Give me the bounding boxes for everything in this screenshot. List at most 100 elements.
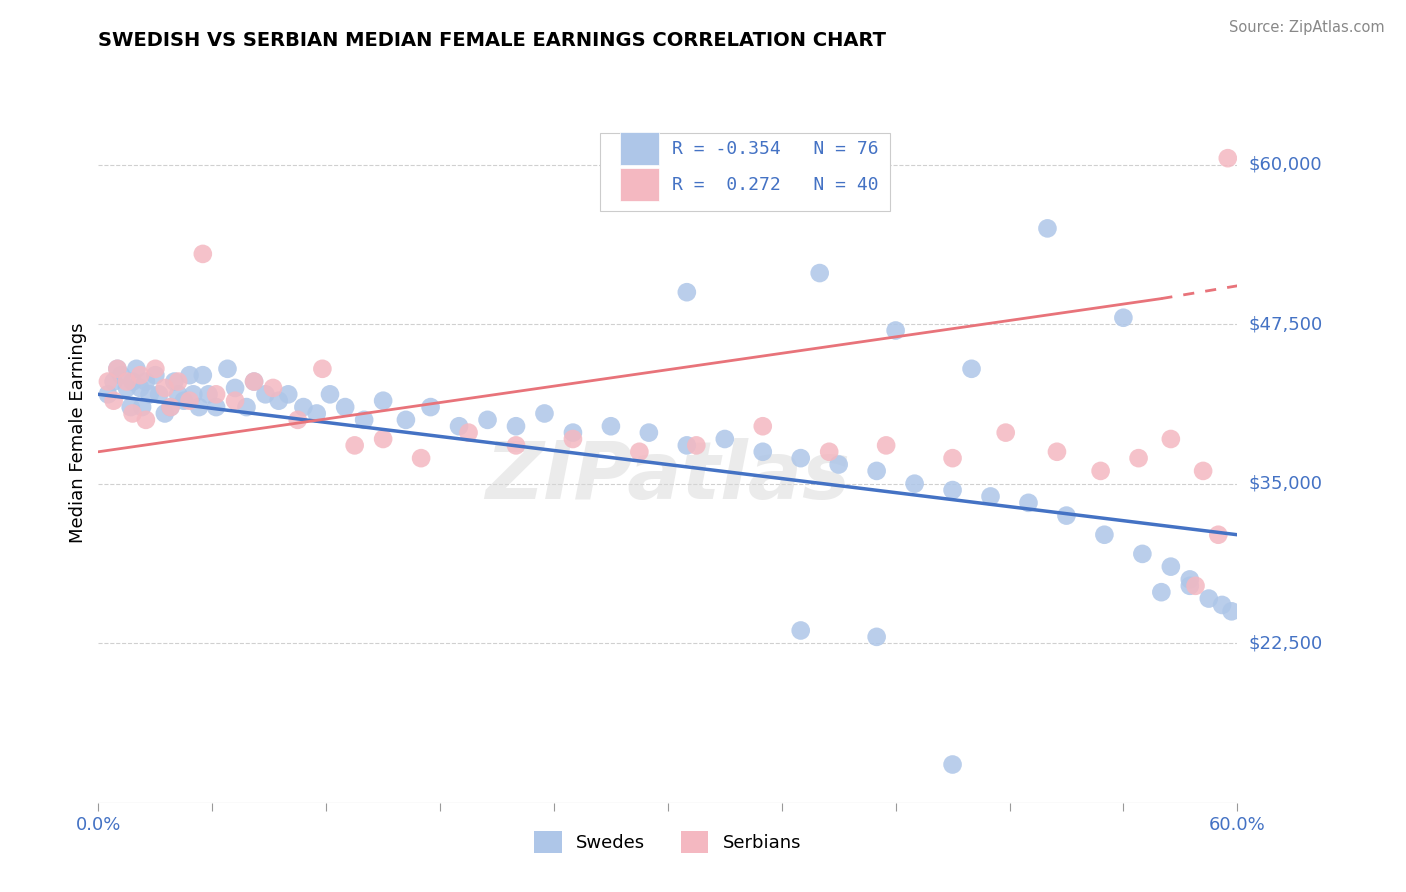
Point [419,400,441,414]
Legend: Swedes, Serbians: Swedes, Serbians [527,824,808,861]
Point [714,432,737,446]
Point [97,387,120,401]
Point [866,630,889,644]
Point [960,361,983,376]
Point [121,375,143,389]
Point [808,266,831,280]
Point [866,464,889,478]
Point [205,400,228,414]
Point [167,387,190,401]
Point [145,361,167,376]
Point [159,400,181,414]
Point [148,387,170,401]
Point [167,375,190,389]
Point [129,368,152,383]
Point [335,400,357,414]
Point [752,444,775,458]
Point [129,381,152,395]
Point [191,368,214,383]
Point [1216,151,1239,165]
Point [884,324,907,338]
Point [676,285,699,300]
Point [1211,598,1233,612]
Point [942,451,965,466]
Point [1160,432,1182,446]
Point [1132,547,1154,561]
Point [1128,451,1150,466]
Point [267,393,290,408]
Point [1178,573,1201,587]
Point [115,375,138,389]
Point [942,757,965,772]
Point [875,438,897,452]
Point [1150,585,1173,599]
Point [131,400,153,414]
Point [197,387,219,401]
Point [457,425,479,440]
Point [235,400,257,414]
Point [287,413,309,427]
Point [179,393,201,408]
Point [685,438,707,452]
Point [254,387,277,401]
Point [395,413,418,427]
Point [1160,559,1182,574]
Point [145,368,167,383]
Point [505,438,527,452]
Point [183,387,205,401]
Text: $47,500: $47,500 [1249,315,1323,333]
Point [828,458,851,472]
Point [115,381,138,395]
Point [942,483,965,497]
Point [505,419,527,434]
FancyBboxPatch shape [599,133,890,211]
Point [1056,508,1078,523]
Point [1018,496,1040,510]
Point [371,432,394,446]
Point [262,381,284,395]
Text: ZIPatlas: ZIPatlas [485,438,851,516]
Point [790,624,813,638]
Point [97,375,120,389]
Point [153,407,176,421]
Point [103,393,125,408]
Point [243,375,266,389]
Point [343,438,366,452]
Point [1090,464,1112,478]
Point [628,444,651,458]
Point [1184,579,1206,593]
Point [353,413,375,427]
Point [411,451,433,466]
Point [173,393,195,408]
Point [292,400,315,414]
Point [243,375,266,389]
Point [979,490,1001,504]
Point [121,407,143,421]
Point [449,419,471,434]
Point [224,381,246,395]
Point [638,425,661,440]
Text: R =  0.272   N = 40: R = 0.272 N = 40 [672,176,879,194]
Point [311,361,333,376]
Point [904,476,927,491]
Text: Source: ZipAtlas.com: Source: ZipAtlas.com [1229,20,1385,35]
Point [107,361,129,376]
Point [790,451,813,466]
Point [138,387,160,401]
Point [371,393,394,408]
Text: R = -0.354   N = 76: R = -0.354 N = 76 [672,140,879,158]
Text: $35,000: $35,000 [1249,475,1323,492]
Point [110,368,132,383]
Point [163,375,186,389]
Point [159,400,181,414]
Y-axis label: Median Female Earnings: Median Female Earnings [69,322,87,543]
Point [1192,464,1215,478]
Point [562,432,585,446]
Point [1094,527,1116,541]
Point [533,407,555,421]
Point [1220,604,1243,618]
Point [319,387,342,401]
Point [217,361,239,376]
Point [153,381,176,395]
Point [277,387,299,401]
